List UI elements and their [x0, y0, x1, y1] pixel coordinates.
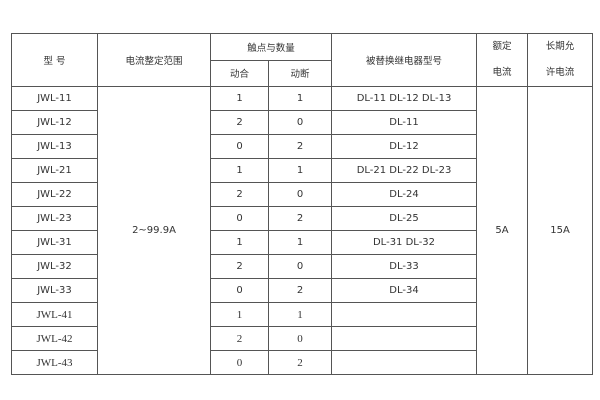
break-cell: 1 — [267, 86, 333, 111]
model-cell: JWL-43 — [11, 350, 98, 375]
replaces-cell — [331, 326, 478, 351]
model-cell: JWL-13 — [11, 134, 98, 159]
replaces-cell: DL-24 — [331, 182, 478, 207]
model-cell: JWL-22 — [11, 182, 98, 207]
model-cell: JWL-23 — [11, 206, 98, 231]
make-cell: 2 — [210, 110, 269, 135]
make-cell: 0 — [210, 134, 269, 159]
replaces-cell: DL-11 — [331, 110, 478, 135]
replaces-cell: DL-31 DL-32 — [331, 230, 478, 255]
make-cell: 1 — [210, 230, 269, 255]
replaces-cell — [331, 350, 478, 375]
model-cell: JWL-11 — [11, 86, 98, 111]
make-cell: 0 — [210, 350, 269, 375]
replaces-cell: DL-11 DL-12 DL-13 — [331, 86, 478, 111]
relay-spec-table: 型 号 电流整定范围 触点与数量 被替换继电器型号 额定 电流 长期允 许电流 动合… — [11, 33, 594, 375]
table-row: JWL-12 2 0 DL-11 — [11, 110, 593, 135]
table-row: JWL-43 0 2 — [11, 350, 593, 375]
model-cell: JWL-12 — [11, 110, 98, 135]
break-cell: 2 — [267, 350, 333, 375]
header-replaces: 被替换继电器型号 — [331, 33, 478, 87]
break-cell: 0 — [267, 110, 333, 135]
make-cell: 2 — [210, 326, 269, 351]
make-cell: 1 — [210, 86, 269, 111]
break-cell: 0 — [267, 182, 333, 207]
model-cell: JWL-21 — [11, 158, 98, 183]
allowed-current-cell: 15A — [527, 86, 594, 375]
break-cell: 1 — [267, 158, 333, 183]
table-row: JWL-41 1 1 — [11, 302, 593, 327]
table-row: JWL-23 0 2 DL-25 — [11, 206, 593, 231]
replaces-cell: DL-34 — [331, 278, 478, 303]
replaces-cell: DL-25 — [331, 206, 478, 231]
header-make: 动合 — [210, 59, 269, 87]
rated-current-cell: 5A — [476, 86, 529, 375]
break-cell: 1 — [267, 230, 333, 255]
replaces-cell: DL-12 — [331, 134, 478, 159]
make-cell: 2 — [210, 182, 269, 207]
replaces-cell: DL-21 DL-22 DL-23 — [331, 158, 478, 183]
model-cell: JWL-41 — [11, 302, 98, 327]
table-row: JWL-11 2~99.9A 1 1 DL-11 DL-12 DL-13 5A 15A — [11, 86, 594, 375]
make-cell: 0 — [210, 206, 269, 231]
header-model: 型 号 — [11, 33, 98, 87]
break-cell: 0 — [267, 326, 333, 351]
break-cell: 0 — [267, 254, 333, 279]
break-cell: 2 — [267, 134, 333, 159]
header-contacts: 触点与数量 — [209, 33, 333, 61]
header-range: 电流整定范围 — [97, 33, 211, 87]
range-cell: 2~99.9A — [97, 86, 211, 375]
table-row: JWL-32 2 0 DL-33 — [11, 254, 593, 279]
replaces-cell — [331, 302, 478, 327]
table-row: JWL-42 2 0 — [11, 326, 593, 351]
table-row: JWL-31 1 1 DL-31 DL-32 — [11, 230, 593, 255]
break-cell: 1 — [267, 302, 333, 327]
make-cell: 1 — [210, 302, 269, 327]
replaces-cell: DL-33 — [331, 254, 478, 279]
header-break: 动断 — [267, 59, 333, 87]
break-cell: 2 — [267, 206, 333, 231]
make-cell: 2 — [210, 254, 269, 279]
make-cell: 0 — [210, 278, 269, 303]
table-row: JWL-21 1 1 DL-21 DL-22 DL-23 — [11, 158, 593, 183]
make-cell: 1 — [210, 158, 269, 183]
header-rated-current: 额定 电流 — [476, 33, 529, 87]
break-cell: 2 — [267, 278, 333, 303]
model-cell: JWL-32 — [11, 254, 98, 279]
table-row: JWL-22 2 0 DL-24 — [11, 182, 593, 207]
model-cell: JWL-31 — [11, 230, 98, 255]
header-allowed-current: 长期允 许电流 — [527, 33, 594, 87]
model-cell: JWL-42 — [11, 326, 98, 351]
model-cell: JWL-33 — [11, 278, 98, 303]
